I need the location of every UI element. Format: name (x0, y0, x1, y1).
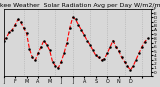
Title: Milwaukee Weather  Solar Radiation Avg per Day W/m2/minute: Milwaukee Weather Solar Radiation Avg pe… (0, 3, 160, 8)
